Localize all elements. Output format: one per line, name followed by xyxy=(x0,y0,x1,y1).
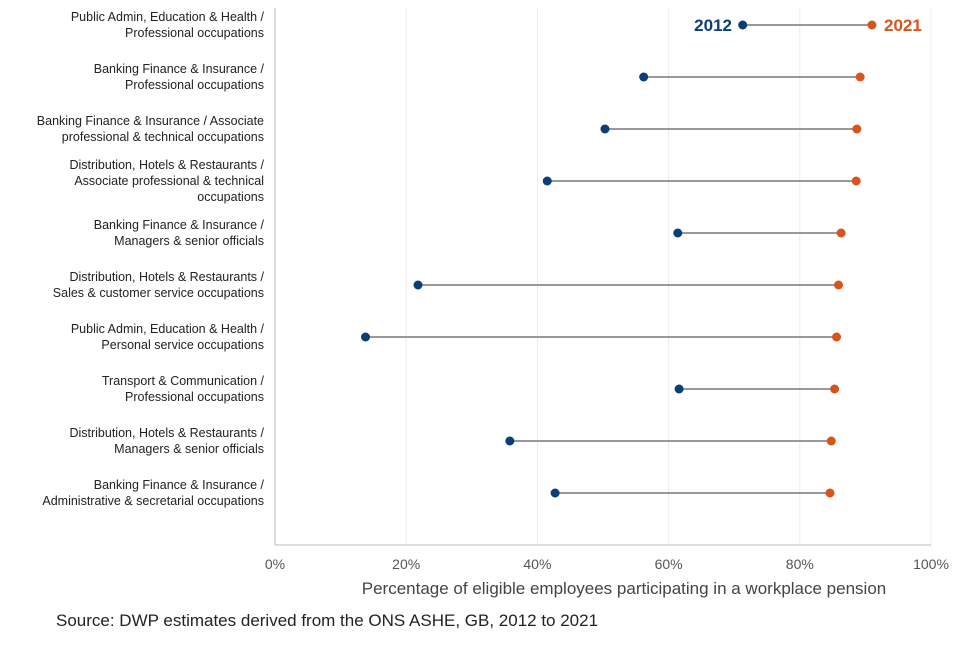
point-2021 xyxy=(830,384,840,394)
category-label: Distribution, Hotels & Restaurants / Asso… xyxy=(69,158,264,204)
category-label: Banking Finance & Insurance / Professiona… xyxy=(94,62,265,92)
point-2012 xyxy=(600,124,610,134)
category-label: Distribution, Hotels & Restaurants / Sale… xyxy=(53,270,265,300)
point-2012 xyxy=(674,384,684,394)
point-2012 xyxy=(542,176,552,186)
category-label: Distribution, Hotels & Restaurants / Mana… xyxy=(69,426,264,456)
x-axis-title: Percentage of eligible employees partici… xyxy=(362,579,887,598)
legend-label-2021: 2021 xyxy=(884,16,922,35)
category-labels: Public Admin, Education & Health / Profes… xyxy=(37,10,265,508)
data-points xyxy=(361,20,877,498)
gridlines xyxy=(405,8,932,545)
point-2012 xyxy=(673,228,683,238)
point-2021 xyxy=(851,176,861,186)
category-label: Transport & Communication / Professional … xyxy=(102,374,265,404)
axes xyxy=(274,8,931,546)
x-tick-label: 20% xyxy=(392,556,420,572)
point-2012 xyxy=(361,332,371,342)
x-tick-label: 60% xyxy=(655,556,683,572)
point-2012 xyxy=(639,72,649,82)
x-tick-label: 0% xyxy=(265,556,285,572)
point-2021 xyxy=(832,332,842,342)
source-note: Source: DWP estimates derived from the O… xyxy=(56,611,598,630)
point-2021 xyxy=(825,488,835,498)
connectors xyxy=(365,24,872,494)
x-tick-label: 40% xyxy=(523,556,551,572)
x-tick-labels: 0% 20% 40% 60% 80% 100% xyxy=(265,556,949,572)
point-2021 xyxy=(826,436,836,446)
category-label: Banking Finance & Insurance / Managers & … xyxy=(94,218,265,248)
point-2012 xyxy=(505,436,515,446)
point-2021 xyxy=(836,228,846,238)
category-label: Public Admin, Education & Health / Profes… xyxy=(71,10,265,40)
point-2021 xyxy=(867,20,877,30)
point-2021 xyxy=(834,280,844,290)
point-2021 xyxy=(855,72,865,82)
legend-label-2012: 2012 xyxy=(694,16,732,35)
category-label: Banking Finance & Insurance / Administrat… xyxy=(42,478,264,508)
x-tick-label: 100% xyxy=(913,556,949,572)
point-2012 xyxy=(738,20,748,30)
category-label: Public Admin, Education & Health / Person… xyxy=(71,322,265,352)
point-2012 xyxy=(413,280,423,290)
point-2012 xyxy=(550,488,560,498)
x-tick-label: 80% xyxy=(786,556,814,572)
point-2021 xyxy=(852,124,862,134)
category-label: Banking Finance & Insurance / Associate p… xyxy=(37,114,264,144)
